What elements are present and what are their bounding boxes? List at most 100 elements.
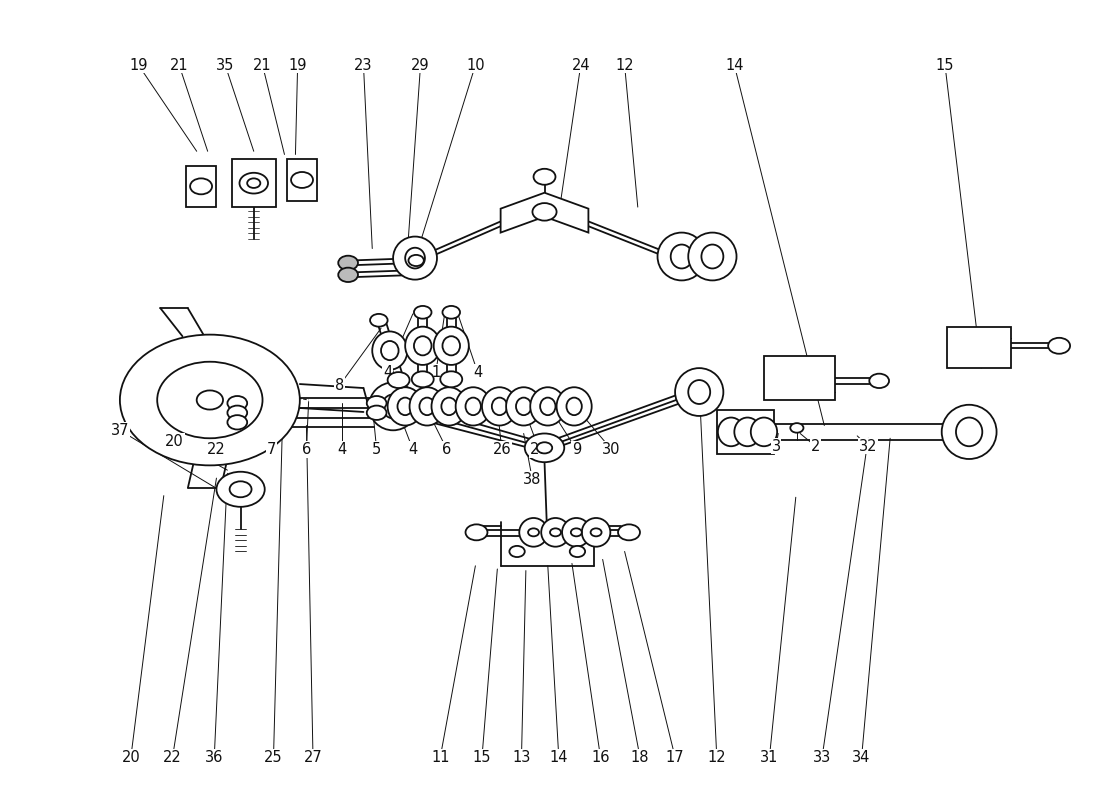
Circle shape [570, 546, 585, 557]
Text: 33: 33 [813, 750, 832, 765]
Bar [287, 159, 318, 201]
Circle shape [197, 390, 223, 410]
Circle shape [157, 362, 263, 438]
Text: 4: 4 [383, 365, 393, 379]
Text: 24: 24 [571, 58, 590, 73]
Ellipse shape [735, 418, 761, 446]
Ellipse shape [541, 518, 570, 546]
Text: 6: 6 [442, 442, 451, 457]
Bar [186, 166, 217, 207]
Circle shape [228, 406, 248, 420]
Circle shape [465, 524, 487, 540]
Ellipse shape [557, 387, 592, 426]
Circle shape [869, 374, 889, 388]
Circle shape [411, 371, 433, 387]
Circle shape [1048, 338, 1070, 354]
Ellipse shape [372, 331, 407, 370]
Text: 29: 29 [411, 58, 430, 73]
Text: 12: 12 [615, 58, 634, 73]
Circle shape [571, 528, 582, 536]
Ellipse shape [492, 398, 507, 415]
Circle shape [440, 371, 462, 387]
Circle shape [228, 415, 248, 430]
Circle shape [618, 524, 640, 540]
Circle shape [591, 528, 602, 536]
Ellipse shape [658, 233, 706, 281]
Text: 20: 20 [165, 434, 184, 449]
Circle shape [537, 442, 552, 454]
Text: 21: 21 [169, 58, 188, 73]
Bar [717, 410, 773, 454]
Circle shape [534, 169, 556, 185]
Text: 4: 4 [473, 365, 482, 379]
Text: 32: 32 [859, 438, 878, 454]
Ellipse shape [582, 518, 610, 546]
Bar [764, 356, 835, 400]
Circle shape [217, 472, 265, 507]
Text: 8: 8 [334, 378, 344, 393]
Ellipse shape [382, 394, 404, 418]
Ellipse shape [431, 387, 466, 426]
Ellipse shape [672, 248, 692, 269]
Text: 12: 12 [707, 750, 726, 765]
Ellipse shape [516, 398, 531, 415]
Text: 3: 3 [771, 438, 781, 454]
Circle shape [550, 528, 561, 536]
Text: 14: 14 [725, 58, 744, 73]
Circle shape [442, 306, 460, 318]
Text: 6: 6 [301, 442, 311, 457]
Polygon shape [500, 193, 588, 233]
Ellipse shape [409, 387, 444, 426]
Text: 27: 27 [304, 750, 322, 765]
Text: 15: 15 [473, 750, 492, 765]
Circle shape [120, 334, 300, 466]
Ellipse shape [419, 398, 435, 415]
Ellipse shape [465, 398, 481, 415]
Ellipse shape [405, 326, 440, 365]
Ellipse shape [566, 398, 582, 415]
Ellipse shape [393, 237, 437, 280]
Text: 14: 14 [550, 750, 568, 765]
Text: 37: 37 [111, 422, 129, 438]
Text: 28: 28 [530, 442, 548, 457]
Ellipse shape [381, 341, 398, 360]
Ellipse shape [689, 380, 711, 404]
Ellipse shape [671, 245, 693, 269]
Text: 34: 34 [852, 750, 871, 765]
Circle shape [228, 396, 248, 410]
Text: 26: 26 [493, 442, 512, 457]
Text: 7: 7 [266, 442, 276, 457]
Ellipse shape [530, 387, 565, 426]
Ellipse shape [689, 233, 737, 281]
Circle shape [370, 314, 387, 326]
Text: 18: 18 [630, 750, 649, 765]
Text: 30: 30 [602, 442, 620, 457]
Ellipse shape [506, 387, 541, 426]
Text: 22: 22 [163, 750, 182, 765]
Ellipse shape [368, 382, 417, 430]
Ellipse shape [540, 398, 556, 415]
Ellipse shape [441, 398, 456, 415]
Circle shape [248, 178, 261, 188]
Text: 15: 15 [936, 58, 955, 73]
Circle shape [338, 268, 358, 282]
Ellipse shape [482, 387, 517, 426]
Circle shape [408, 255, 424, 266]
Text: 2: 2 [811, 438, 821, 454]
Ellipse shape [942, 405, 997, 459]
Text: 35: 35 [216, 58, 234, 73]
Text: 17: 17 [666, 750, 684, 765]
Ellipse shape [718, 418, 745, 446]
Text: 5: 5 [372, 442, 382, 457]
Ellipse shape [956, 418, 982, 446]
Circle shape [532, 203, 557, 221]
Ellipse shape [414, 336, 431, 355]
Text: 36: 36 [205, 750, 223, 765]
Bar [947, 326, 1011, 368]
Ellipse shape [397, 398, 412, 415]
Text: 16: 16 [591, 750, 609, 765]
Circle shape [414, 306, 431, 318]
Text: 1: 1 [431, 365, 440, 379]
Ellipse shape [387, 387, 422, 426]
Ellipse shape [442, 336, 460, 355]
